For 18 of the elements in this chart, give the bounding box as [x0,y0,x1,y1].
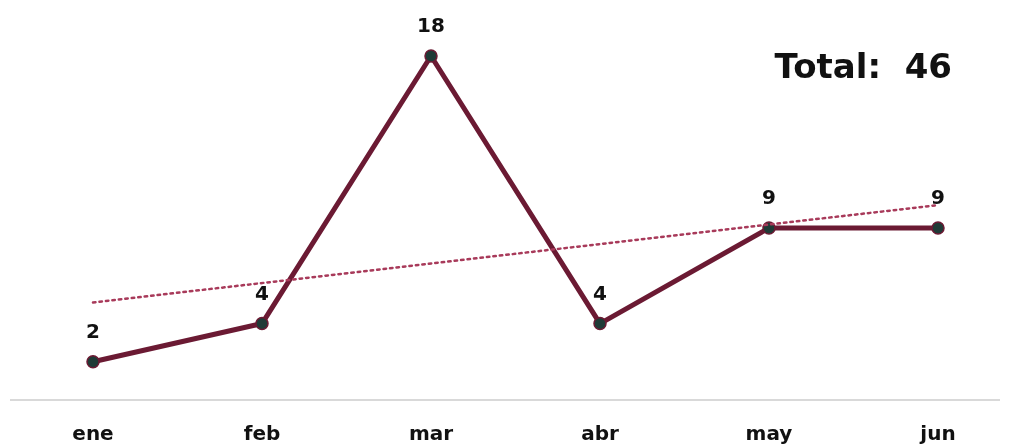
data-label: 18 [417,13,445,37]
data-label: 9 [931,185,945,209]
data-label: 4 [593,280,607,305]
data-label: 2 [86,318,100,343]
point [593,316,607,331]
x-tick-label: mar [408,421,454,445]
point [931,221,945,235]
point [424,49,438,63]
data-label: 4 [255,280,269,305]
x-tick-label: feb [243,421,281,445]
point [86,355,100,369]
annotation: Total: 46 [774,46,952,86]
x-tick-label: ene [72,421,114,445]
x-tick-label: may [745,421,793,445]
x-tick-label: jun [919,421,956,445]
x-tick-label: abr [581,421,619,445]
data-label: 9 [762,185,776,209]
point [255,316,269,331]
